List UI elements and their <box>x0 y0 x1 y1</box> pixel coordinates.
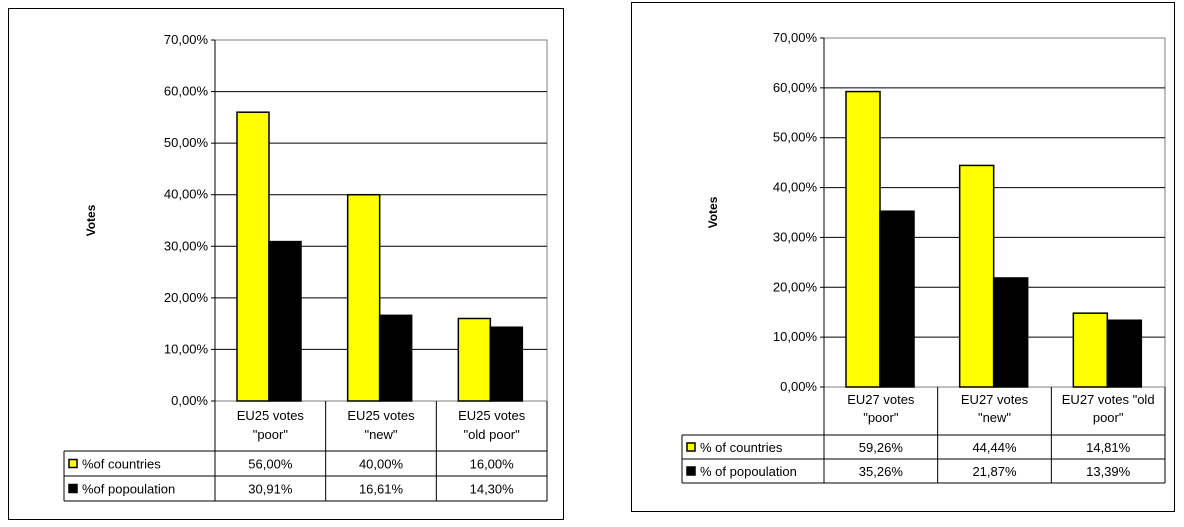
y-tick-label: 50,00% <box>164 135 209 150</box>
data-table-value: 30,91% <box>248 482 293 497</box>
legend-key-countries <box>69 460 77 468</box>
bar-countries <box>348 195 380 401</box>
bar-population <box>1107 320 1141 387</box>
data-table-value: 14,30% <box>470 482 515 497</box>
chart-eu27: 0,00% 10,00% 20,00% 30,00% 40,00% 50,00% 60,00… <box>632 3 1176 513</box>
category-label: EU27 votes "old <box>1062 392 1155 407</box>
y-tick-label: 30,00% <box>773 229 818 244</box>
category-label: EU25 votes <box>458 408 526 423</box>
y-tick-label: 20,00% <box>164 290 209 305</box>
legend-label: % of popoulation <box>700 464 797 479</box>
bar-countries <box>960 165 994 387</box>
category-label: EU25 votes <box>347 408 415 423</box>
category-label: "poor" <box>253 427 289 442</box>
y-axis-title: Votes <box>84 204 98 236</box>
bar-countries <box>237 112 269 401</box>
bar-countries <box>1073 313 1107 387</box>
y-tick-label: 0,00% <box>780 379 817 394</box>
y-tick-label: 70,00% <box>164 32 209 47</box>
category-label: EU25 votes <box>237 408 305 423</box>
y-tick-label: 0,00% <box>171 393 208 408</box>
category-label: poor" <box>1093 410 1124 425</box>
legend-label: % of countries <box>700 440 783 455</box>
category-label: EU27 votes <box>847 392 915 407</box>
bar-population <box>880 211 914 387</box>
y-tick-label: 60,00% <box>773 80 818 95</box>
legend-key-countries <box>687 443 695 451</box>
y-tick-label: 10,00% <box>164 341 209 356</box>
legend-label: %of countries <box>82 457 161 472</box>
category-label: "new" <box>978 410 1011 425</box>
data-table-value: 40,00% <box>359 457 404 472</box>
bar-population <box>490 327 522 401</box>
data-table-value: 16,00% <box>470 457 515 472</box>
data-table-value: 14,81% <box>1086 440 1131 455</box>
data-table-value: 16,61% <box>359 482 404 497</box>
y-tick-label: 30,00% <box>164 238 209 253</box>
y-tick-label: 50,00% <box>773 130 818 145</box>
y-tick-label: 40,00% <box>773 180 818 195</box>
data-table-value: 13,39% <box>1086 464 1131 479</box>
legend-label: %of popoulation <box>82 482 175 497</box>
legend-key-population <box>687 467 695 475</box>
y-tick-label: 10,00% <box>773 329 818 344</box>
data-table-value: 44,44% <box>972 440 1017 455</box>
y-axis-title: Votes <box>706 196 720 228</box>
data-table-value: 56,00% <box>248 457 293 472</box>
y-tick-label: 70,00% <box>773 30 818 45</box>
legend-key-population <box>69 485 77 493</box>
chart-panel-eu27: 0,00% 10,00% 20,00% 30,00% 40,00% 50,00% 60,00… <box>631 2 1175 512</box>
y-tick-label: 40,00% <box>164 187 209 202</box>
bar-countries <box>458 318 490 401</box>
y-tick-label: 20,00% <box>773 279 818 294</box>
chart-panel-eu25: 0,00% 10,00% 20,00% 30,00% 40,00% 50,00% 60,00… <box>8 8 564 520</box>
bar-population <box>269 242 301 401</box>
data-table-value: 35,26% <box>859 464 904 479</box>
bar-population <box>994 278 1028 387</box>
category-label: "poor" <box>863 410 899 425</box>
data-table-value: 59,26% <box>859 440 904 455</box>
bar-countries <box>846 92 880 387</box>
data-table-value: 21,87% <box>972 464 1017 479</box>
category-label: "new" <box>364 427 397 442</box>
chart-eu25: 0,00% 10,00% 20,00% 30,00% 40,00% 50,00% 60,00… <box>9 9 565 521</box>
category-label: EU27 votes <box>961 392 1029 407</box>
bar-population <box>380 315 412 401</box>
y-tick-label: 60,00% <box>164 84 209 99</box>
category-label: "old poor" <box>464 427 521 442</box>
